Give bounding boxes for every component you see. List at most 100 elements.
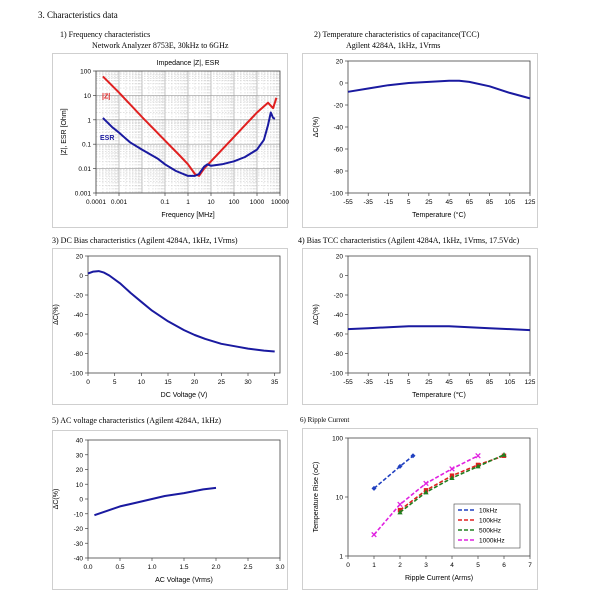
x-tick-label: 10000 — [271, 199, 289, 206]
x-tick-label: 65 — [466, 379, 474, 386]
x-axis-label: AC Voltage (Vrms) — [155, 577, 213, 584]
data-point — [397, 509, 403, 515]
x-tick-label: 1.0 — [147, 564, 156, 571]
y-axis-label: ΔC(%) — [53, 304, 60, 325]
y-axis-label: ΔC(%) — [53, 489, 60, 510]
chart-svg-p2: -100 -80 -60 -40 -20 0 20 -55 -35 -15 5 25 45 65 85 105… — [302, 53, 538, 228]
plot-area — [88, 256, 280, 373]
y-tick-label: 20 — [76, 254, 84, 261]
y-tick-label: -20 — [334, 103, 344, 110]
data-point — [397, 463, 403, 469]
x-tick-label: 125 — [525, 379, 536, 386]
y-tick-label: 20 — [336, 254, 344, 261]
y-tick-label: -20 — [74, 293, 84, 300]
impedance-chart: 0.001 0.01 0.1 1 10 100 0.0001 0.001 0.1 1 10 100 10… — [52, 53, 289, 228]
x-tick-label: 85 — [486, 379, 494, 386]
y-tick-label: 0.001 — [75, 191, 92, 198]
x-tick-label: -15 — [384, 199, 394, 206]
data-point — [371, 485, 377, 491]
x-tick-label: 10 — [138, 379, 146, 386]
y-tick-label: -60 — [74, 332, 84, 339]
series-line-tcc — [347, 79, 531, 100]
x-tick-label: 45 — [445, 199, 453, 206]
y-tick-label: 1 — [339, 554, 343, 561]
legend-esr-label: ESR — [100, 135, 114, 142]
y-tick-label: 0.1 — [82, 142, 91, 149]
series-line-biastcc — [347, 325, 531, 332]
x-tick-label: 20 — [191, 379, 199, 386]
x-tick-label: 0.5 — [115, 564, 124, 571]
plot-area — [348, 61, 530, 193]
y-tick-label: -80 — [334, 169, 344, 176]
y-tick-label: 0 — [339, 81, 343, 88]
y-tick-label: 100 — [80, 69, 91, 76]
x-tick-label: 5 — [113, 379, 117, 386]
y-tick-label: -30 — [74, 541, 84, 548]
x-tick-label: 25 — [218, 379, 226, 386]
y-tick-label: 100 — [332, 436, 343, 443]
y-tick-label: -40 — [74, 556, 84, 563]
x-tick-label: 85 — [486, 199, 494, 206]
x-tick-label: 0 — [346, 562, 350, 569]
x-tick-label: 0.1 — [160, 199, 169, 206]
data-point — [423, 480, 429, 487]
x-tick-label: 5 — [476, 562, 480, 569]
y-tick-label: 0.01 — [78, 166, 91, 173]
x-tick-label: 3 — [424, 562, 428, 569]
x-tick-label: 5 — [407, 199, 411, 206]
y-tick-label: -60 — [334, 332, 344, 339]
x-tick-label: -35 — [364, 379, 374, 386]
chart-svg-p5: -40 -30 -20 -10 0 10 20 30 40 0.0 0.5 1.0 1.5 2.0 2.5 3… — [52, 430, 288, 590]
data-point — [449, 475, 455, 480]
x-tick-label: 25 — [425, 379, 433, 386]
y-tick-label: -60 — [334, 147, 344, 154]
y-tick-label: -40 — [334, 312, 344, 319]
x-tick-label: 30 — [244, 379, 252, 386]
y-tick-label: 1 — [87, 117, 91, 124]
legend-label: 1000kHz — [479, 538, 505, 545]
series-line-10khz — [373, 455, 414, 490]
panel6-title: 6) Ripple Current — [300, 416, 350, 424]
y-tick-label: -40 — [334, 125, 344, 132]
panel2-subtitle: Agilent 4284A, 1kHz, 1Vrms — [346, 41, 441, 50]
y-tick-label: 30 — [76, 452, 84, 459]
y-tick-label: -40 — [74, 312, 84, 319]
x-tick-label: 7 — [528, 562, 532, 569]
panel4-title: 4) Bias TCC characteristics (Agilent 428… — [298, 236, 520, 245]
x-tick-label: 100 — [229, 199, 240, 206]
x-tick-label: -55 — [343, 379, 353, 386]
panel1-subtitle: Network Analyzer 8753E, 30kHz to 6GHz — [92, 41, 229, 50]
x-axis-label: Temperature (°C) — [412, 211, 466, 219]
x-tick-label: 1 — [372, 562, 376, 569]
x-tick-label: 1000 — [250, 199, 265, 206]
x-axis-label: DC Voltage (V) — [161, 392, 208, 399]
y-tick-label: -80 — [74, 351, 84, 358]
x-tick-label: 45 — [445, 379, 453, 386]
y-tick-label: -100 — [330, 371, 343, 378]
plot-area — [348, 256, 530, 373]
y-axis-label: |Z|, ESR [Ohm] — [61, 108, 68, 155]
bias-tcc-chart: -100 -80 -60 -40 -20 0 20 -55 -35 -15 5 25 45 65 85 105… — [302, 248, 538, 405]
x-tick-label: -35 — [364, 199, 374, 206]
y-tick-label: 0 — [79, 497, 83, 504]
tcc-chart: -100 -80 -60 -40 -20 0 20 -55 -35 -15 5 25 45 65 85 105… — [302, 53, 538, 228]
series-line-z — [102, 75, 278, 177]
x-tick-label: 4 — [450, 562, 454, 569]
y-axis-label: ΔC(%) — [313, 304, 320, 325]
y-tick-label: 20 — [76, 467, 84, 474]
chart-title: Impedance |Z|, ESR — [157, 60, 220, 67]
panel1-title: 1) Frequency characteristics — [60, 30, 151, 39]
legend-z-label: |Z| — [102, 93, 110, 100]
y-axis-label: ΔC(%) — [313, 117, 320, 138]
y-tick-label: 10 — [76, 482, 84, 489]
y-tick-label: -20 — [74, 526, 84, 533]
y-tick-label: 10 — [84, 93, 92, 100]
x-tick-label: 65 — [466, 199, 474, 206]
ac-voltage-chart: -40 -30 -20 -10 0 10 20 30 40 0.0 0.5 1.0 1.5 2.0 2.5 3… — [52, 430, 288, 590]
x-tick-label: -55 — [343, 199, 353, 206]
data-point — [371, 531, 377, 538]
plot-area — [88, 440, 280, 558]
chart-svg-p4: -100 -80 -60 -40 -20 0 20 -55 -35 -15 5 25 45 65 85 105… — [302, 248, 538, 405]
